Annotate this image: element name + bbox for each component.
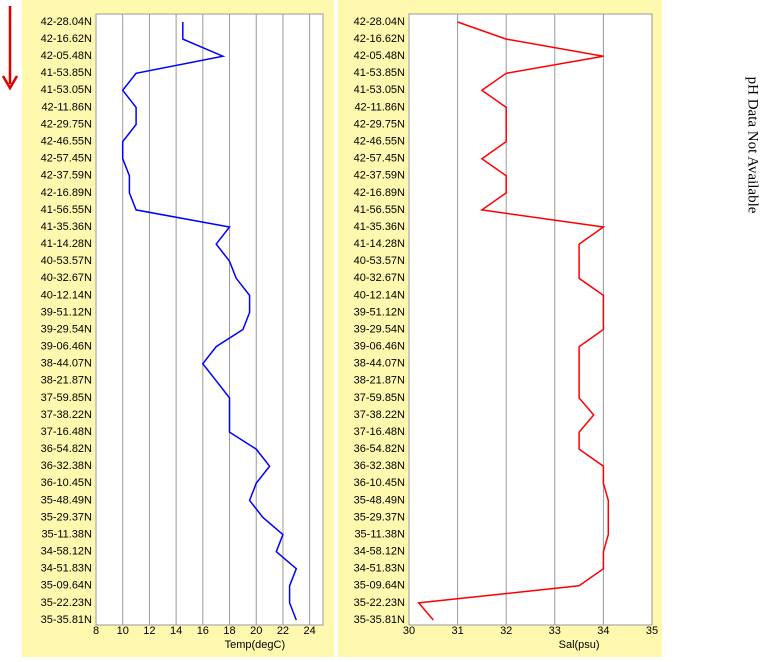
y-tick-label: 41-56.55N — [354, 204, 405, 216]
y-tick-label: 36-54.82N — [354, 443, 405, 455]
y-tick-label: 41-14.28N — [41, 238, 92, 250]
y-tick-label: 42-28.04N — [41, 16, 92, 28]
y-tick-label: 37-38.22N — [41, 409, 92, 421]
x-axis-label: Sal(psu) — [559, 639, 600, 651]
y-tick-label: 39-06.46N — [354, 341, 405, 353]
y-tick-label: 40-32.67N — [354, 272, 405, 284]
y-tick-label: 36-10.45N — [354, 477, 405, 489]
y-tick-label: 35-22.23N — [354, 597, 405, 609]
x-tick-label: 30 — [403, 625, 415, 637]
arrow-head — [1, 75, 19, 91]
data-line — [121, 22, 298, 621]
y-tick-label: 42-29.75N — [354, 118, 405, 130]
y-tick-label: 37-59.85N — [41, 392, 92, 404]
y-tick-label: 39-06.46N — [41, 341, 92, 353]
y-tick-label: 39-29.54N — [354, 323, 405, 335]
y-tick-label: 35-48.49N — [354, 494, 405, 506]
y-tick-label: 42-16.89N — [354, 187, 405, 199]
y-tick-label: 40-53.57N — [41, 255, 92, 267]
y-tick-label: 37-16.48N — [41, 426, 92, 438]
y-tick-label: 38-44.07N — [41, 358, 92, 370]
y-tick-label: 35-09.64N — [41, 580, 92, 592]
y-tick-label: 42-05.48N — [354, 50, 405, 62]
y-tick-label: 35-35.81N — [41, 614, 92, 626]
x-tick-label: 32 — [500, 625, 512, 637]
y-tick-label: 35-29.37N — [354, 511, 405, 523]
x-tick-label: 12 — [143, 625, 155, 637]
note: pH Data Not Available — [745, 77, 761, 214]
y-tick-label: 41-53.05N — [354, 84, 405, 96]
y-tick-label: 42-57.45N — [41, 153, 92, 165]
y-tick-label: 34-58.12N — [41, 546, 92, 558]
y-tick-label: 40-12.14N — [41, 289, 92, 301]
y-tick-label: 35-11.38N — [354, 528, 405, 540]
y-tick-label: 35-09.64N — [354, 580, 405, 592]
y-tick-label: 35-29.37N — [41, 511, 92, 523]
y-tick-label: 41-53.85N — [354, 67, 405, 79]
y-tick-label: 42-16.62N — [354, 33, 405, 45]
y-tick-label: 38-21.87N — [41, 375, 92, 387]
x-tick-label: 14 — [170, 625, 182, 637]
y-tick-label: 42-46.55N — [41, 136, 92, 148]
y-tick-label: 42-16.62N — [41, 33, 92, 45]
y-tick-label: 41-35.36N — [41, 221, 92, 233]
y-tick-label: 35-35.81N — [354, 614, 405, 626]
y-tick-label: 39-29.54N — [41, 323, 92, 335]
plot-area — [408, 13, 653, 626]
y-tick-label: 35-11.38N — [41, 528, 92, 540]
y-tick-label: 34-51.83N — [41, 563, 92, 575]
y-tick-label: 36-32.38N — [354, 460, 405, 472]
y-tick-label: 42-37.59N — [41, 170, 92, 182]
y-tick-label: 41-14.28N — [354, 238, 405, 250]
y-tick-label: 35-22.23N — [41, 597, 92, 609]
y-tick-label: 41-53.85N — [41, 67, 92, 79]
y-tick-label: 38-44.07N — [354, 358, 405, 370]
y-tick-label: 42-05.48N — [41, 50, 92, 62]
x-tick-label: 8 — [93, 625, 99, 637]
y-tick-label: 35-48.49N — [41, 494, 92, 506]
y-tick-label: 38-21.87N — [354, 375, 405, 387]
x-tick-label: 22 — [277, 625, 289, 637]
data-line — [417, 21, 610, 621]
x-tick-label: 34 — [597, 625, 609, 637]
x-tick-label: 10 — [117, 625, 129, 637]
y-tick-label: 42-11.86N — [354, 101, 405, 113]
x-tick-label: 31 — [451, 625, 463, 637]
y-tick-label: 41-53.05N — [41, 84, 92, 96]
y-tick-label: 34-51.83N — [354, 563, 405, 575]
y-tick-label: 40-32.67N — [41, 272, 92, 284]
y-tick-label: 37-16.48N — [354, 426, 405, 438]
y-tick-label: 42-29.75N — [41, 118, 92, 130]
y-tick-label: 42-37.59N — [354, 170, 405, 182]
x-tick-label: 20 — [250, 625, 262, 637]
y-tick-label: 36-32.38N — [41, 460, 92, 472]
y-tick-label: 42-28.04N — [354, 16, 405, 28]
x-tick-label: 18 — [223, 625, 235, 637]
y-tick-label: 37-59.85N — [354, 392, 405, 404]
y-tick-label: 36-10.45N — [41, 477, 92, 489]
y-tick-label: 40-53.57N — [354, 255, 405, 267]
x-tick-label: 24 — [304, 625, 316, 637]
y-tick-label: 39-51.12N — [354, 306, 405, 318]
y-tick-label: 40-12.14N — [354, 289, 405, 301]
x-tick-label: 16 — [197, 625, 209, 637]
y-tick-label: 42-57.45N — [354, 153, 405, 165]
y-tick-label: 37-38.22N — [354, 409, 405, 421]
x-axis-label: Temp(degC) — [225, 639, 286, 651]
y-tick-label: 36-54.82N — [41, 443, 92, 455]
y-tick-label: 34-58.12N — [354, 546, 405, 558]
plot-area — [95, 13, 324, 626]
y-tick-label: 41-35.36N — [354, 221, 405, 233]
y-tick-label: 42-46.55N — [354, 136, 405, 148]
x-tick-label: 35 — [646, 625, 658, 637]
y-tick-label: 42-11.86N — [41, 101, 92, 113]
y-tick-label: 41-56.55N — [41, 204, 92, 216]
y-tick-label: 42-16.89N — [41, 187, 92, 199]
x-tick-label: 33 — [549, 625, 561, 637]
y-tick-label: 39-51.12N — [41, 306, 92, 318]
